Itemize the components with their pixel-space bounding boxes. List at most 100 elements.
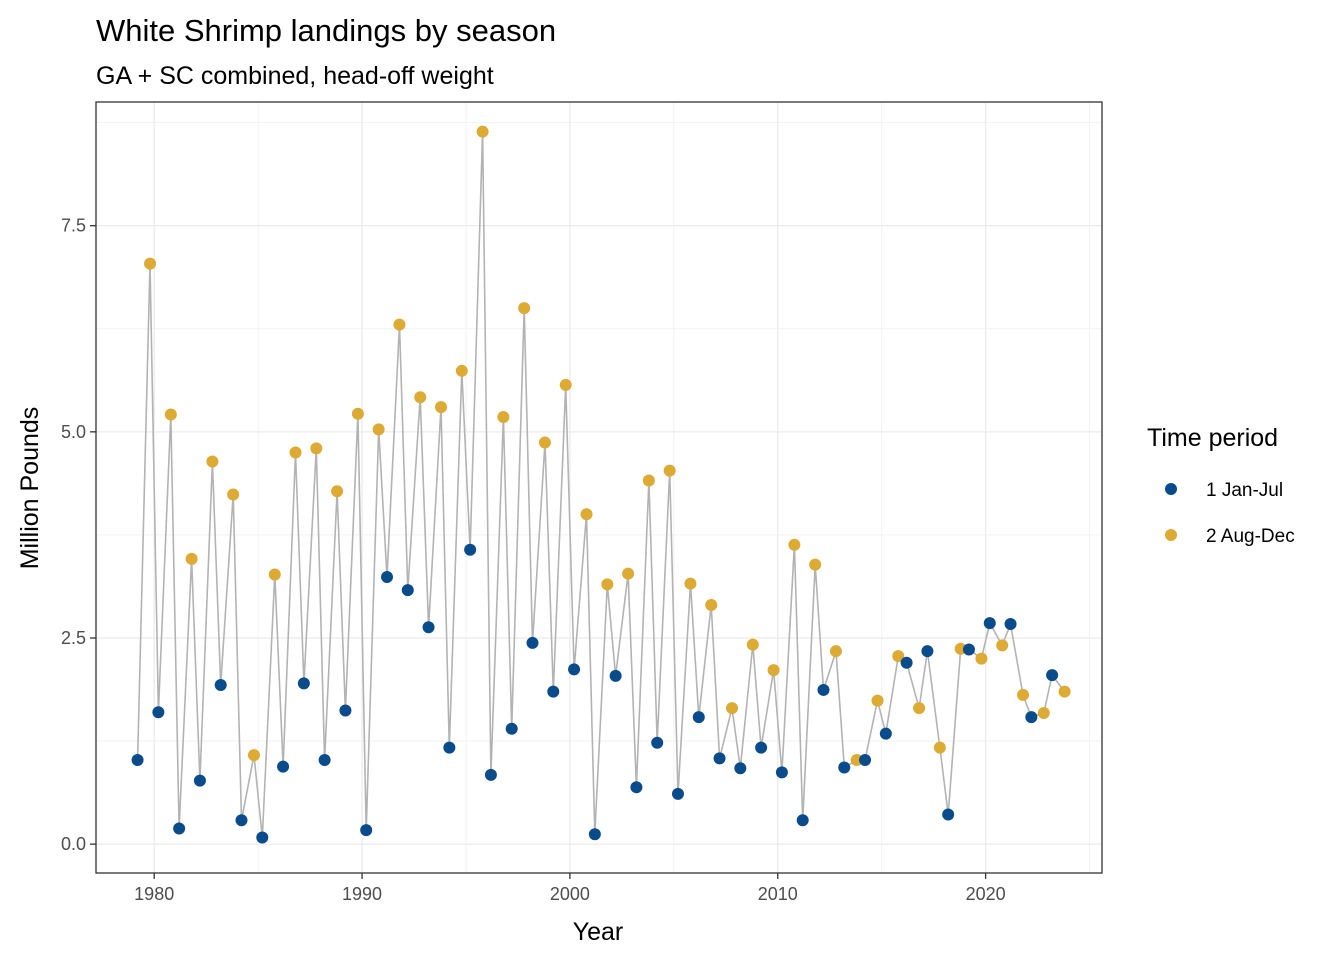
data-point bbox=[256, 831, 269, 844]
data-point bbox=[622, 567, 635, 580]
y-axis-title: Million Pounds bbox=[16, 407, 44, 570]
data-point bbox=[476, 125, 489, 138]
data-point bbox=[380, 570, 393, 583]
data-point bbox=[775, 766, 788, 779]
x-tick-label: 2010 bbox=[758, 884, 798, 904]
data-point bbox=[297, 677, 310, 690]
data-point bbox=[933, 741, 946, 754]
data-point bbox=[289, 446, 302, 459]
y-tick-label: 2.5 bbox=[61, 628, 86, 648]
data-point bbox=[414, 391, 427, 404]
data-point bbox=[983, 617, 996, 630]
data-point bbox=[173, 822, 186, 835]
data-point bbox=[443, 741, 456, 754]
data-point bbox=[538, 436, 551, 449]
data-point bbox=[393, 318, 406, 331]
data-point bbox=[1025, 711, 1038, 724]
data-point bbox=[642, 474, 655, 487]
data-point bbox=[609, 669, 622, 682]
data-point bbox=[144, 257, 157, 270]
legend-label: 1 Jan-Jul bbox=[1206, 480, 1283, 501]
data-point bbox=[671, 787, 684, 800]
data-point bbox=[580, 508, 593, 521]
x-tick-label: 1990 bbox=[342, 884, 382, 904]
legend-key bbox=[1165, 529, 1177, 541]
y-tick-label: 7.5 bbox=[61, 216, 86, 236]
data-point bbox=[484, 768, 497, 781]
data-point bbox=[277, 760, 290, 773]
data-point bbox=[464, 543, 477, 556]
data-point bbox=[809, 558, 822, 571]
data-point bbox=[268, 568, 281, 581]
data-point bbox=[351, 407, 364, 420]
data-point bbox=[372, 423, 385, 436]
data-point bbox=[1046, 669, 1059, 682]
data-point bbox=[214, 678, 227, 691]
data-point bbox=[871, 694, 884, 707]
y-axis: 0.0 2.5 5.0 7.5 bbox=[61, 216, 96, 854]
data-point bbox=[1058, 685, 1071, 698]
data-point bbox=[227, 488, 240, 501]
data-point bbox=[526, 636, 539, 649]
data-point bbox=[435, 401, 448, 414]
legend-label: 2 Aug-Dec bbox=[1206, 526, 1295, 547]
data-point bbox=[360, 824, 373, 837]
data-point bbox=[838, 761, 851, 774]
data-point bbox=[663, 464, 676, 477]
data-point bbox=[497, 410, 510, 423]
data-point bbox=[788, 538, 801, 551]
x-tick-label: 1980 bbox=[134, 884, 174, 904]
data-point bbox=[796, 814, 809, 827]
data-point bbox=[692, 711, 705, 724]
data-point bbox=[193, 774, 206, 787]
data-point bbox=[601, 578, 614, 591]
data-point bbox=[734, 762, 747, 775]
data-point bbox=[879, 727, 892, 740]
data-point bbox=[568, 663, 581, 676]
plot-panel bbox=[95, 101, 1103, 874]
data-point bbox=[185, 552, 198, 565]
data-point bbox=[651, 736, 664, 749]
y-tick-label: 5.0 bbox=[61, 422, 86, 442]
data-point bbox=[1037, 707, 1050, 720]
x-tick-label: 2020 bbox=[966, 884, 1006, 904]
data-point bbox=[726, 702, 739, 715]
data-point bbox=[588, 828, 601, 841]
x-tick-label: 2000 bbox=[550, 884, 590, 904]
legend-key bbox=[1165, 483, 1177, 495]
data-point bbox=[318, 754, 331, 767]
data-point bbox=[310, 442, 323, 455]
data-point bbox=[859, 754, 872, 767]
data-point bbox=[755, 741, 768, 754]
data-point bbox=[235, 814, 248, 827]
data-point bbox=[630, 781, 643, 794]
data-point bbox=[817, 683, 830, 696]
data-point bbox=[713, 752, 726, 765]
data-point bbox=[850, 754, 863, 767]
legend: Time period 1 Jan-Jul 2 Aug-Dec bbox=[1147, 424, 1295, 547]
data-point bbox=[1004, 617, 1017, 630]
data-point bbox=[746, 638, 759, 651]
data-point bbox=[767, 664, 780, 677]
data-point bbox=[942, 808, 955, 821]
data-point bbox=[164, 408, 177, 421]
data-point bbox=[331, 485, 344, 498]
data-point bbox=[152, 706, 165, 719]
data-point bbox=[505, 722, 518, 735]
data-point bbox=[547, 685, 560, 698]
data-point bbox=[829, 645, 842, 658]
data-point bbox=[422, 621, 435, 634]
connector-line bbox=[136, 131, 1066, 838]
data-point bbox=[247, 749, 260, 762]
data-points bbox=[131, 125, 1071, 844]
data-point bbox=[913, 702, 926, 715]
data-point bbox=[892, 650, 905, 663]
data-point bbox=[705, 599, 718, 612]
data-point bbox=[1017, 688, 1030, 701]
data-point bbox=[684, 577, 697, 590]
x-axis: 1980 1990 2000 2010 2020 bbox=[134, 873, 1006, 904]
chart-subtitle: GA + SC combined, head-off weight bbox=[96, 62, 494, 90]
data-point bbox=[900, 656, 913, 669]
data-point bbox=[559, 378, 572, 391]
